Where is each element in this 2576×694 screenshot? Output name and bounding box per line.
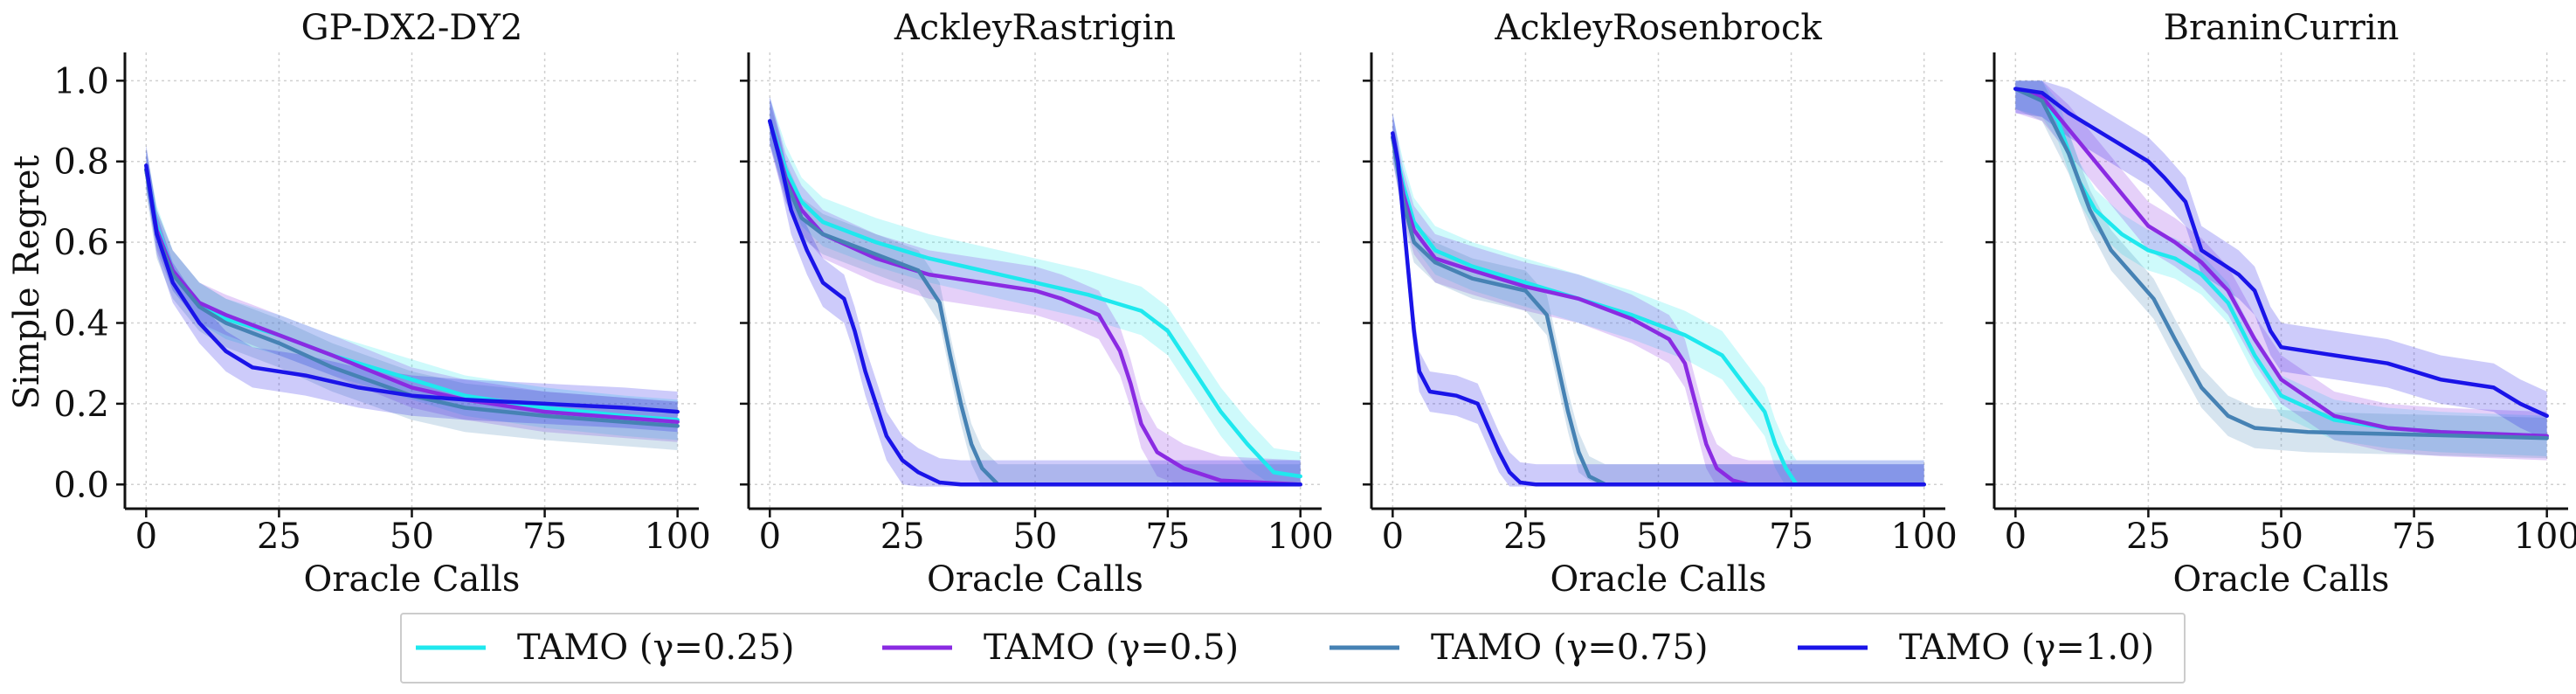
panel-1-band-tamo-1-0 [146, 145, 678, 433]
panel-1-band-tamo-0-5 [146, 149, 678, 442]
panel-1-y-tick-label-1: 0.2 [53, 385, 109, 425]
panel-3-x-tick-label-3: 75 [1769, 517, 1813, 557]
panel-1-x-tick-label-3: 75 [522, 517, 567, 557]
panel-1-x-label: Oracle Calls [304, 559, 521, 600]
panel-3-line-tamo-0-5 [1391, 135, 1926, 487]
legend-frame [400, 613, 2186, 684]
panel-1-y-tick-label-3: 0.6 [53, 223, 109, 263]
y-axis-label: Simple Regret [7, 155, 47, 409]
panel-2-line-tamo-0-75 [768, 119, 1302, 487]
panel-1-title: GP-DX2-DY2 [301, 8, 523, 48]
panel-1-y-tick-label-0: 0.0 [53, 465, 109, 505]
panel-4-title: BraninCurrin [2164, 8, 2400, 48]
panel-3-band-tamo-0-75 [1392, 116, 1924, 487]
panel-4-x-tick-label-3: 75 [2392, 517, 2436, 557]
panel-2-x-tick-label-2: 50 [1013, 517, 1058, 557]
panels: 0 25 50 75 100 0.0 0.2 0.4 0.6 0.8 1.0 GP-DX2-DY2 Or… [53, 8, 2576, 600]
panel-1-line-tamo-0-75 [144, 167, 680, 428]
legend-label-2: TAMO (γ=0.5) [984, 628, 1239, 668]
panel-2-x-tick-label-0: 0 [759, 517, 781, 557]
panel-4-band-tamo-0-5 [2015, 80, 2547, 461]
panel-2-line-tamo-0-25 [768, 119, 1302, 479]
panel-2-x-tick-label-4: 100 [1267, 517, 1334, 557]
panel-1-x-tick-label-1: 25 [257, 517, 301, 557]
panel-2-title: AckleyRastrigin [894, 8, 1176, 48]
panel-1: 0 25 50 75 100 0.0 0.2 0.4 0.6 0.8 1.0 GP-DX2-DY2 Or… [53, 8, 710, 600]
panel-4-line-tamo-0-75 [2013, 87, 2549, 441]
panel-2-line-tamo-1-0 [768, 119, 1302, 487]
legend-label-1: TAMO (γ=0.25) [517, 628, 795, 668]
panel-2-x-label: Oracle Calls [927, 559, 1143, 600]
panel-3: 0 25 50 75 100 AckleyRosenbrock Oracle Calls [1363, 8, 1958, 600]
panel-1-band-tamo-0-25 [146, 149, 678, 441]
panel-1-x-tick-label-4: 100 [644, 517, 710, 557]
panel-2: 0 25 50 75 100 AckleyRastrigin Oracle Calls [740, 8, 1334, 600]
panel-4-line-tamo-1-0 [2013, 87, 2549, 419]
panel-3-x-tick-label-4: 100 [1890, 517, 1957, 557]
panel-2-x-tick-label-3: 75 [1145, 517, 1190, 557]
panel-3-band-tamo-0-5 [1392, 113, 1924, 487]
legend: TAMO (γ=0.25) TAMO (γ=0.5) TAMO (γ=0.75) TA… [400, 613, 2186, 684]
panel-4-band-tamo-1-0 [2015, 80, 2547, 441]
panel-3-title: AckleyRosenbrock [1494, 8, 1822, 48]
panel-1-y-tick-label-4: 0.8 [53, 142, 109, 183]
panel-2-line-tamo-0-5 [768, 119, 1302, 487]
panel-3-x-tick-label-2: 50 [1636, 517, 1681, 557]
panel-4-line-tamo-0-5 [2013, 87, 2549, 439]
panel-3-x-tick-label-0: 0 [1382, 517, 1404, 557]
panel-3-line-tamo-1-0 [1391, 131, 1926, 487]
panel-4-band-tamo-0-75 [2015, 80, 2547, 459]
panel-3-x-label: Oracle Calls [1550, 559, 1767, 600]
panel-3-x-tick-label-1: 25 [1503, 517, 1548, 557]
panel-4-x-label: Oracle Calls [2173, 559, 2390, 600]
legend-label-3: TAMO (γ=0.75) [1431, 628, 1709, 668]
panel-1-line-tamo-1-0 [144, 163, 680, 414]
panel-1-x-tick-label-2: 50 [390, 517, 434, 557]
panel-4-x-tick-label-0: 0 [2005, 517, 2027, 557]
panel-3-line-tamo-0-25 [1391, 135, 1926, 487]
panel-2-x-tick-label-1: 25 [881, 517, 925, 557]
panel-1-y-tick-label-2: 0.4 [53, 304, 109, 344]
panel-4-x-tick-label-2: 50 [2259, 517, 2303, 557]
panel-1-x-tick-label-0: 0 [135, 517, 157, 557]
panel-4-x-tick-label-1: 25 [2126, 517, 2171, 557]
legend-items: TAMO (γ=0.25) TAMO (γ=0.5) TAMO (γ=0.75) TA… [416, 628, 2154, 668]
panel-1-y-tick-label-5: 1.0 [53, 61, 109, 101]
panel-4-x-tick-label-4: 100 [2513, 517, 2576, 557]
panel-3-line-tamo-0-75 [1391, 135, 1926, 487]
panel-4: 0 25 50 75 100 BraninCurrin Oracle Calls [1986, 8, 2576, 600]
legend-label-4: TAMO (γ=1.0) [1899, 628, 2154, 668]
